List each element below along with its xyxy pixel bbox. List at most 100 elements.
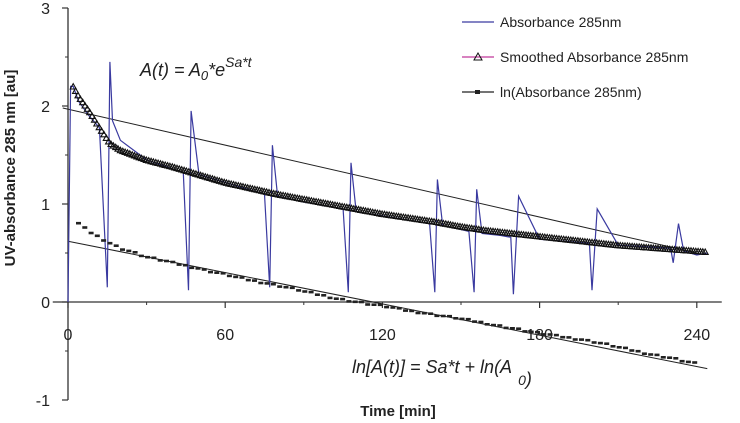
ln-point	[182, 263, 188, 267]
x-tick-label: 240	[683, 327, 710, 344]
ln-point	[371, 303, 377, 306]
ln-point	[76, 221, 81, 225]
ln-point	[289, 286, 295, 290]
x-axis-title: Time [min]	[360, 403, 436, 420]
ln-point	[101, 239, 107, 242]
smoothed-point	[701, 247, 710, 255]
ln-point	[447, 314, 452, 318]
ln-point	[503, 326, 509, 330]
ln-point	[245, 278, 251, 282]
ln-point	[352, 300, 358, 304]
ln-point	[579, 338, 584, 341]
x-tick-label: 0	[64, 327, 73, 344]
ln-point	[346, 300, 352, 303]
ln-point	[453, 317, 459, 320]
ln-point	[327, 296, 333, 300]
ln-point	[258, 281, 264, 285]
ln-point	[415, 311, 421, 315]
ln-point	[170, 260, 176, 264]
ln-point	[333, 297, 339, 300]
ln-point	[553, 333, 559, 337]
smoothed-point	[90, 115, 99, 123]
ln-point	[157, 259, 163, 262]
y-tick-label: 1	[41, 197, 50, 214]
ln-point	[465, 317, 471, 321]
ln-point	[390, 306, 396, 309]
ln-point	[654, 353, 660, 357]
smoothed-point	[95, 123, 104, 131]
ln-point	[516, 327, 522, 330]
smoothed-point	[99, 130, 108, 138]
annotations: A(t) = A0*eSa*t ln[A(t)] = Sa*t + ln(A0)	[139, 54, 532, 389]
ln-point	[151, 256, 157, 260]
ln-point	[296, 289, 302, 292]
legend-label: Absorbance 285nm	[500, 14, 621, 30]
ln-point	[409, 309, 415, 313]
ln-point	[138, 254, 144, 258]
ln-point	[365, 303, 371, 306]
ln-point	[459, 317, 465, 321]
legend-square-marker	[475, 90, 480, 94]
legend: Absorbance 285nm Smoothed Absorbance 285n…	[462, 14, 688, 100]
ln-point	[82, 226, 88, 229]
ln-point	[164, 259, 169, 263]
ln-point	[208, 270, 213, 274]
ln-point	[239, 276, 245, 279]
series-smoothed-absorbance-285nm	[69, 82, 710, 255]
ln-point	[428, 312, 434, 315]
ln-point	[629, 349, 635, 352]
ln-point	[472, 320, 478, 323]
ln-point	[616, 346, 622, 349]
ln-point	[264, 282, 270, 285]
ln-point	[145, 255, 151, 259]
ln-point	[421, 311, 427, 315]
smoothed-point	[74, 91, 82, 99]
ln-point	[610, 345, 616, 348]
ln-point	[283, 285, 289, 289]
ln-point	[541, 333, 547, 336]
x-tick-label: 60	[216, 327, 234, 344]
smoothed-point	[81, 101, 89, 109]
ln-point	[572, 338, 578, 341]
ln-point	[403, 309, 408, 312]
ln-point	[189, 266, 195, 270]
ln-point	[88, 231, 94, 235]
ln-point	[509, 327, 515, 330]
ln-point	[384, 305, 390, 309]
ln-point	[214, 271, 220, 274]
ln-fit-line	[67, 240, 708, 370]
ln-point	[667, 356, 673, 359]
ln-point	[566, 336, 572, 339]
ln-point	[660, 356, 666, 359]
ln-point	[314, 293, 320, 296]
y-tick-label: 2	[41, 99, 50, 116]
ln-point	[226, 274, 232, 278]
ln-point	[497, 324, 503, 327]
legend-triangle-marker	[473, 51, 483, 61]
ln-point	[635, 349, 641, 353]
ln-point	[176, 263, 182, 266]
legend-item: ln(Absorbance 285nm)	[462, 84, 642, 100]
smoothed-point	[78, 98, 87, 106]
ln-point	[321, 294, 327, 297]
ln-point	[434, 314, 440, 318]
ln-point	[396, 307, 402, 310]
ln-point	[195, 267, 201, 270]
ln-point	[277, 285, 283, 288]
legend-item: Smoothed Absorbance 285nm	[462, 49, 688, 65]
ln-point	[113, 244, 119, 247]
series-ln-absorbance-285nm	[76, 221, 698, 364]
ln-point	[648, 353, 654, 356]
exp-fit-equation: A(t) = A0*eSa*t	[139, 54, 253, 83]
smoothed-point	[85, 108, 94, 116]
y-tick-label: -1	[36, 393, 50, 410]
ln-point	[673, 357, 679, 360]
ln-point	[585, 338, 591, 342]
smoothed-point	[102, 133, 111, 141]
series-layer	[67, 61, 710, 364]
legend-label: Smoothed Absorbance 285nm	[500, 49, 688, 65]
ln-point	[358, 300, 364, 304]
smoothed-point	[83, 104, 92, 112]
ln-point	[132, 251, 138, 254]
ln-point	[126, 249, 132, 253]
